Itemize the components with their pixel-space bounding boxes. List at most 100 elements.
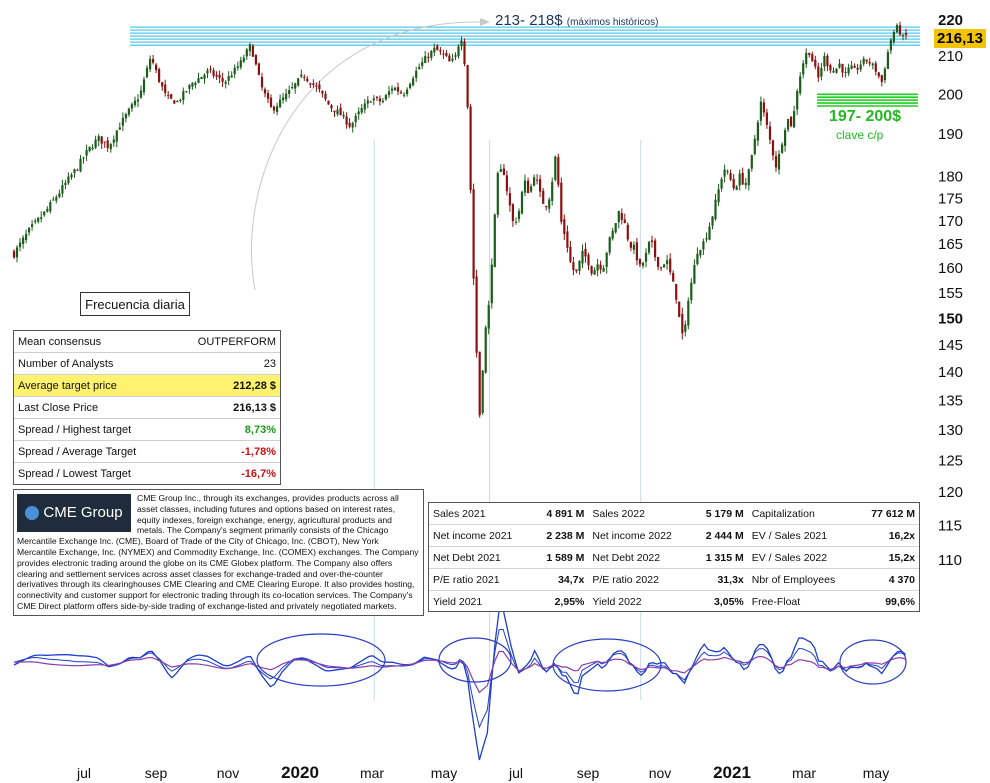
candle-body [463, 41, 466, 65]
y-tick-label: 150 [938, 310, 963, 327]
fundamentals-value: 1 589 M [533, 546, 589, 569]
candle-body [805, 53, 808, 65]
candle-body [442, 53, 445, 55]
resistance-note: (máximos históricos) [566, 17, 659, 28]
candle-body [460, 40, 463, 47]
candle-body [741, 172, 744, 185]
consensus-value: 212,28 $ [233, 379, 276, 392]
candle-body [34, 220, 37, 222]
candle-body [862, 58, 865, 64]
annotation-arrowhead [480, 18, 490, 26]
candle-body [744, 182, 747, 186]
candle-body [170, 94, 173, 99]
candle-body [517, 211, 521, 220]
x-tick-label: jul [508, 765, 523, 781]
candle-body [451, 58, 454, 61]
candle-body [257, 63, 260, 75]
candle-body [475, 276, 478, 353]
candle-body [15, 247, 19, 258]
consensus-row: Average target price 212,28 $ [14, 375, 280, 397]
candle-body [285, 93, 288, 100]
candle-body [617, 210, 620, 223]
consensus-table: Mean consensus OUTPERFORM Number of Analys… [13, 330, 281, 485]
candle-body [297, 78, 300, 86]
candle-body [672, 272, 675, 282]
candle-body [336, 109, 339, 115]
fundamentals-label: Net income 2021 [429, 524, 534, 547]
candle-body [269, 97, 273, 108]
candle-body [239, 60, 242, 68]
candle-body [145, 67, 149, 78]
candle-body [363, 103, 366, 110]
fundamentals-value: 99,6% [885, 595, 915, 608]
candle-body [67, 176, 70, 184]
candle-body [904, 33, 908, 35]
oscillator-ellipse [438, 637, 512, 683]
candle-body [309, 83, 312, 85]
fundamentals-row: Yield 2021 2,95% Yield 2022 3,05% Free-Float… [429, 591, 919, 613]
candle-body [623, 219, 626, 223]
candle-body [218, 74, 221, 78]
candle-body [690, 282, 693, 301]
fundamentals-label: P/E ratio 2021 [429, 568, 534, 591]
candle-body [206, 70, 209, 74]
oscillator-ellipse [839, 639, 907, 685]
candle-body [209, 68, 212, 70]
candle-body [142, 79, 146, 93]
fundamentals-label: Free-Float [751, 595, 801, 608]
annotation-arrow [251, 21, 481, 291]
candle-body [496, 173, 499, 215]
candle-body [548, 199, 551, 209]
x-tick-label: nov [649, 765, 672, 781]
fundamentals-value: 15,2x [857, 546, 919, 569]
candle-body [130, 104, 133, 109]
x-tick-label: sep [577, 765, 600, 781]
candle-body [245, 49, 248, 57]
candle-body [233, 67, 236, 75]
candle-body [654, 240, 657, 258]
consensus-row: Spread / Lowest Target -16,7% [14, 463, 280, 485]
x-tick-label: may [863, 765, 889, 781]
candle-body [88, 146, 91, 151]
candle-body [321, 90, 324, 94]
fundamentals-value: 31,3x [692, 568, 748, 591]
consensus-row: Spread / Highest target 8,73% [14, 419, 280, 441]
candle-body [399, 92, 403, 94]
candle-body [802, 63, 805, 75]
candle-body [705, 238, 708, 240]
fundamentals-value: 77 612 M [857, 503, 919, 525]
candle-body [327, 100, 330, 105]
fundamentals-label: Yield 2022 [592, 595, 642, 608]
fundamentals-row: Sales 2021 4 891 M Sales 2022 5 179 M Capita… [429, 503, 919, 525]
candle-body [572, 262, 575, 271]
consensus-value: -1,78% [241, 445, 276, 458]
candle-body [294, 83, 297, 89]
candle-body [505, 175, 508, 192]
candle-body [687, 300, 690, 326]
candle-body [714, 199, 717, 220]
candle-body [176, 101, 179, 103]
company-description-panel: CME Group CME Group Inc., through its ex… [13, 489, 424, 616]
candle-body [901, 34, 905, 36]
candle-body [708, 226, 711, 240]
resistance-annotation: 213- 218$ (máximos históricos) [495, 12, 658, 29]
candle-body [330, 105, 333, 109]
fundamentals-label: Yield 2021 [433, 595, 483, 608]
y-tick-label: 160 [938, 260, 963, 277]
candle-body [820, 68, 823, 77]
candle-body [418, 67, 421, 70]
fundamentals-row: P/E ratio 2021 34,7x P/E ratio 2022 31,3x Nb… [429, 568, 919, 591]
fundamentals-label: Net Debt 2021 [429, 546, 534, 569]
candle-body [539, 179, 542, 192]
y-tick-label: 145 [938, 337, 963, 354]
fundamentals-row: Net income 2021 2 238 M Net income 2022 2 4… [429, 524, 919, 547]
candle-body [847, 67, 850, 74]
candle-body [318, 84, 321, 90]
candle-body [756, 122, 759, 141]
fundamentals-value: 4 370 [857, 568, 919, 591]
candle-body [681, 314, 684, 334]
candle-body [593, 270, 596, 275]
candle-body [236, 66, 239, 68]
candle-body [306, 78, 309, 82]
x-tick-label: mar [360, 765, 384, 781]
